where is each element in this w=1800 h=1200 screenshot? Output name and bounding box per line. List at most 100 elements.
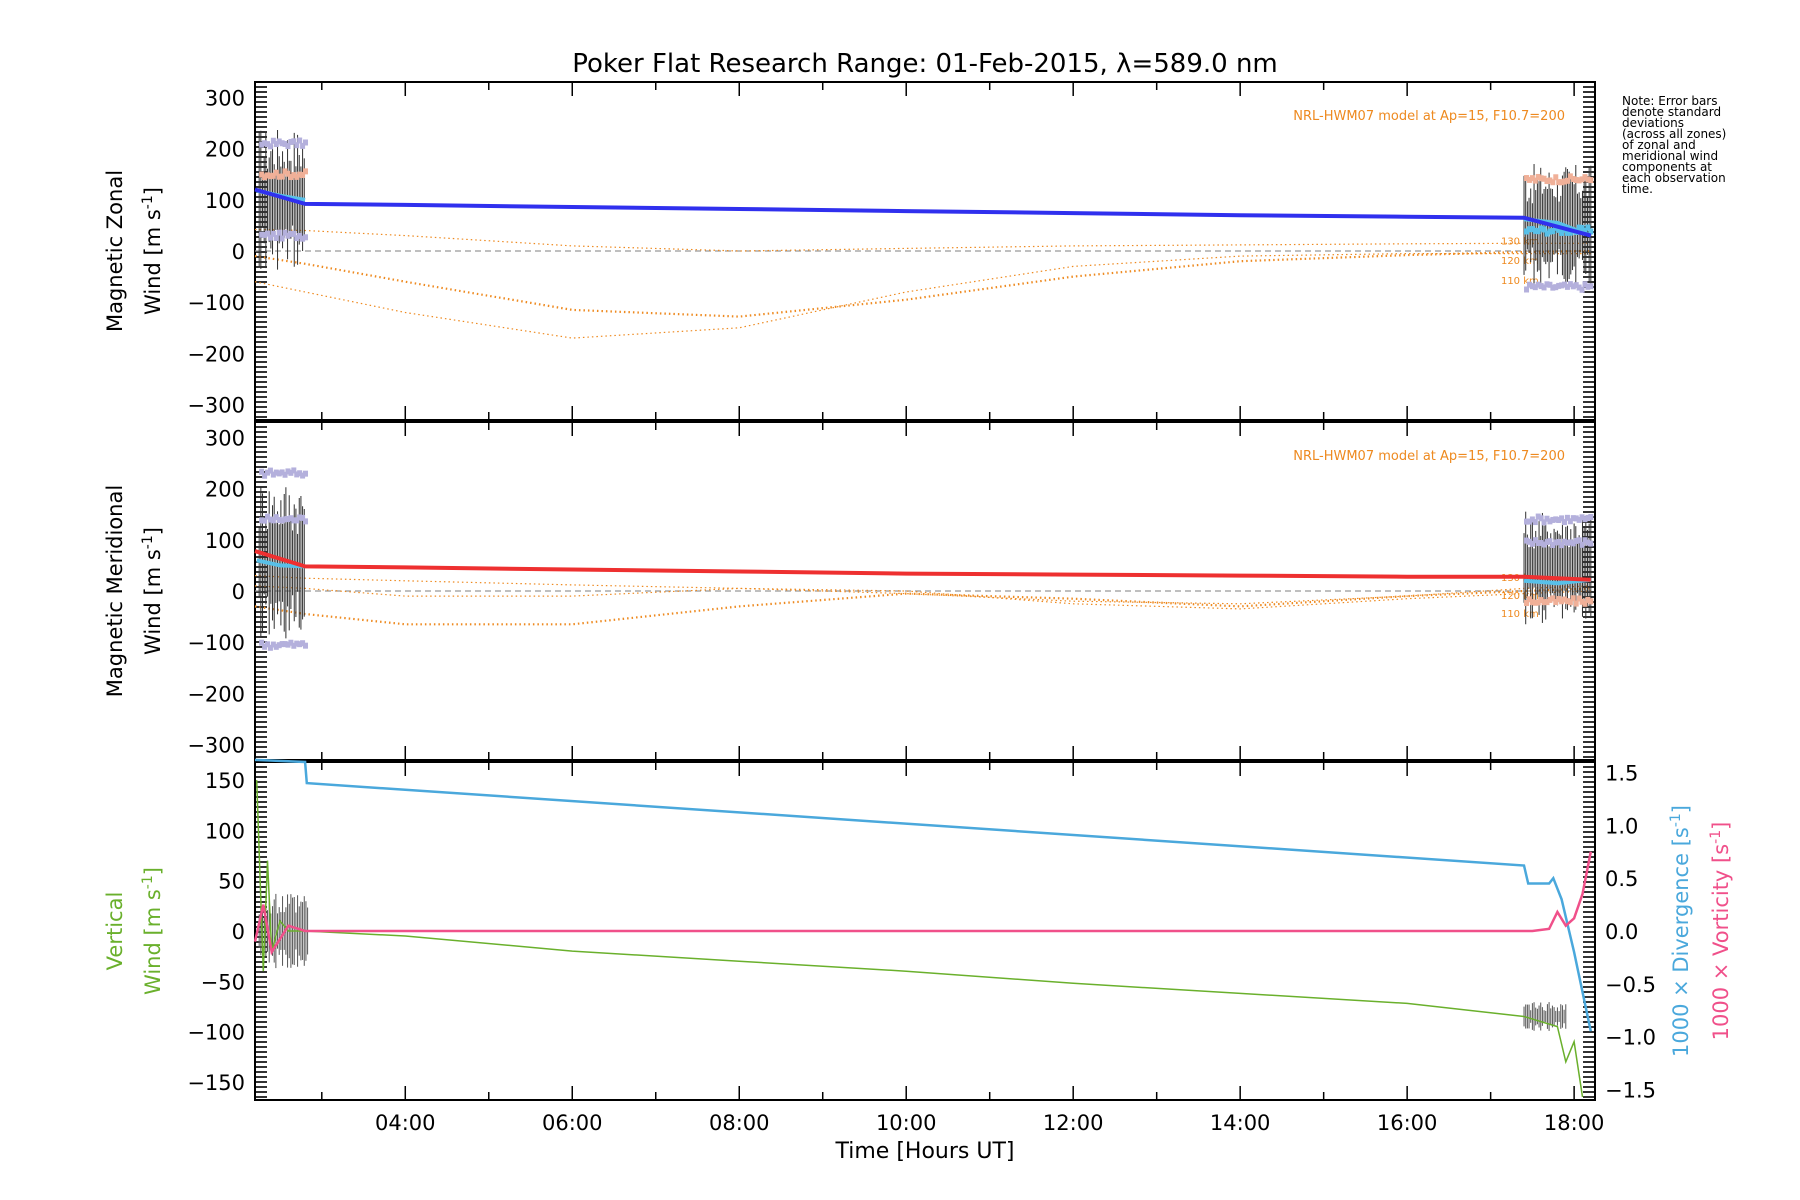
zone-wind-marker [1529,226,1535,233]
zone-wind-marker [1524,518,1530,525]
y-axis-label-line1: Magnetic Zonal [103,170,127,332]
y-tick-label: 200 [205,478,245,502]
x-tick-label: 14:00 [1210,1111,1271,1135]
zone-wind-marker [276,516,282,523]
zone-wind-marker [262,231,268,238]
x-tick-label: 06:00 [542,1111,603,1135]
zone-wind-marker [267,516,273,523]
zone-wind-marker [1570,540,1576,547]
model-curve-model-110km [254,585,1591,610]
zone-wind-marker [267,644,273,651]
zone-wind-marker [1550,542,1556,549]
model-curve-model-110km [254,253,1591,339]
model-curve-model-120km [254,249,1591,318]
zone-wind-marker [1567,173,1573,180]
zone-wind-marker [265,513,271,520]
zone-wind-marker [273,141,279,148]
zone-wind-marker [297,171,303,178]
zone-wind-marker [1576,224,1582,231]
zone-wind-marker [300,172,306,179]
zone-wind-marker [285,641,291,648]
zone-wind-marker [282,168,288,175]
x-tick-label: 18:00 [1544,1111,1605,1135]
zone-wind-marker [303,168,309,175]
zone-wind-marker [1564,283,1570,290]
y2-tick-label: −0.5 [1605,973,1656,997]
zone-mean-line [256,558,306,569]
zone-wind-marker [282,229,288,236]
zone-wind-marker [1582,174,1588,181]
y-axis-label-line2: Wind [m s-1] [140,187,165,315]
model-altitude-label: 120 km [1501,591,1539,602]
y-tick-label: −300 [187,394,245,418]
y-tick-label: −150 [187,1071,245,1095]
zone-wind-marker [265,141,271,148]
x-axis-tick-labels: 04:00 06:00 08:00 10:00 12:00 14:00 16:00 18:00 [375,1111,1604,1135]
y-axis-label-line1: Vertical [103,892,127,971]
zone-wind-marker [1559,282,1565,289]
zone-wind-marker [273,514,279,521]
zone-wind-marker [1562,519,1568,526]
zone-wind-marker [291,517,297,524]
zone-wind-marker [300,235,306,242]
zone-wind-marker [273,643,279,650]
zone-wind-marker [279,469,285,476]
zone-wind-marker [1559,542,1565,549]
y-tick-label: 100 [205,529,245,553]
zone-wind-marker [1559,598,1565,605]
zone-wind-marker [1544,178,1550,185]
zone-wind-marker [1535,599,1541,606]
zone-wind-marker [270,172,276,179]
zone-wind-marker [279,641,285,648]
zone-wind-marker [1538,225,1544,232]
zone-wind-marker [1529,516,1535,523]
note-line: deviations [1622,116,1685,130]
zone-wind-marker [288,174,294,181]
zone-wind-marker [1547,596,1553,603]
zone-wind-marker [1544,230,1550,237]
zone-wind-marker [1550,228,1556,235]
zone-wind-marker [1588,177,1594,184]
y2-tick-label: 0.5 [1605,867,1638,891]
model-altitude-label: 110 km [1501,276,1539,287]
model-curve-model-130km [254,575,1591,605]
zone-wind-marker [1550,284,1556,291]
y-tick-label: −200 [187,342,245,366]
zone-wind-marker [1544,281,1550,288]
zone-wind-marker [300,514,306,521]
y-tick-label: −300 [187,734,245,758]
zone-wind-marker [1544,515,1550,522]
note-line: of zonal and [1622,138,1696,152]
zone-wind-marker [1526,226,1532,233]
zone-wind-marker [1579,541,1585,548]
mean-wind-line [254,549,1591,582]
note-line: time. [1622,182,1653,196]
zone-wind-marker [288,230,294,237]
zone-wind-marker [1588,598,1594,605]
zone-wind-marker [270,230,276,237]
zone-wind-marker [1535,228,1541,235]
zone-wind-marker [267,467,273,474]
zone-wind-marker [1573,176,1579,183]
zone-wind-marker [1567,281,1573,288]
zone-wind-marker [285,516,291,523]
plot-frame [254,761,1596,1101]
zone-wind-marker [1526,518,1532,525]
zone-wind-marker [1585,596,1591,603]
zone-wind-marker [1588,283,1594,290]
zone-wind-marker [1585,539,1591,546]
vertical-wind-line [305,930,1525,1018]
zone-wind-marker [1570,175,1576,182]
zone-wind-marker [276,470,282,477]
y-tick-label: −100 [187,291,245,315]
y2-tick-label: −1.5 [1605,1078,1656,1102]
zone-wind-marker [265,469,271,476]
x-tick-label: 10:00 [876,1111,937,1135]
zone-wind-marker [1532,519,1538,526]
vorticity-line [253,851,1593,956]
zone-wind-marker [1570,283,1576,290]
zone-wind-marker [1524,600,1530,607]
zone-wind-marker [262,517,268,524]
zone-wind-marker [1553,598,1559,605]
zone-wind-marker [294,471,300,478]
